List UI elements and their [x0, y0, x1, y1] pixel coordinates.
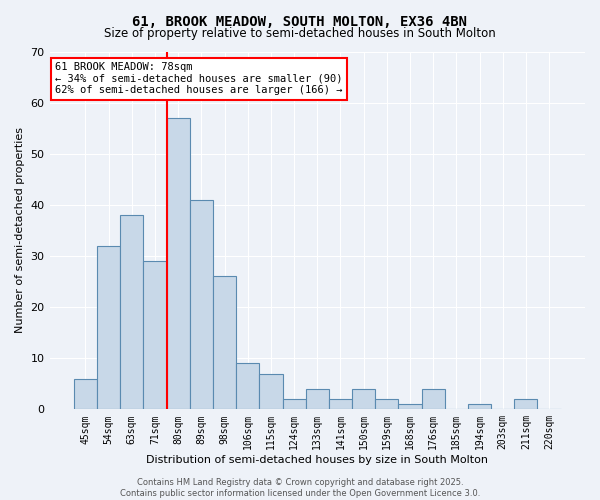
Bar — [259, 374, 283, 410]
Bar — [468, 404, 491, 409]
Bar — [120, 215, 143, 410]
Text: 61 BROOK MEADOW: 78sqm
← 34% of semi-detached houses are smaller (90)
62% of sem: 61 BROOK MEADOW: 78sqm ← 34% of semi-det… — [55, 62, 343, 96]
Bar — [283, 399, 305, 409]
Text: Contains HM Land Registry data © Crown copyright and database right 2025.
Contai: Contains HM Land Registry data © Crown c… — [120, 478, 480, 498]
Bar — [375, 399, 398, 409]
Bar — [97, 246, 120, 410]
Bar — [190, 200, 213, 410]
Bar — [305, 389, 329, 409]
Y-axis label: Number of semi-detached properties: Number of semi-detached properties — [15, 128, 25, 334]
Bar — [398, 404, 422, 409]
Bar — [422, 389, 445, 409]
Bar — [74, 378, 97, 410]
Text: 61, BROOK MEADOW, SOUTH MOLTON, EX36 4BN: 61, BROOK MEADOW, SOUTH MOLTON, EX36 4BN — [133, 15, 467, 29]
Bar — [352, 389, 375, 409]
Bar — [329, 399, 352, 409]
Bar — [167, 118, 190, 410]
Text: Size of property relative to semi-detached houses in South Molton: Size of property relative to semi-detach… — [104, 28, 496, 40]
Bar — [236, 364, 259, 410]
X-axis label: Distribution of semi-detached houses by size in South Molton: Distribution of semi-detached houses by … — [146, 455, 488, 465]
Bar — [514, 399, 538, 409]
Bar — [213, 276, 236, 409]
Bar — [143, 261, 167, 410]
